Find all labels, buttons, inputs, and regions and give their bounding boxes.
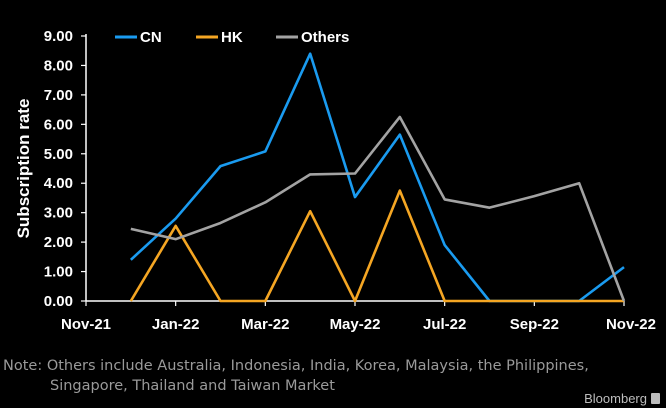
y-tick-label: 4.00	[44, 175, 73, 192]
series-line-hk	[129, 189, 624, 303]
y-tick-label: 0.00	[44, 293, 73, 310]
footnote-line-2: Singapore, Thailand and Taiwan Market	[50, 378, 335, 394]
y-tick-label: 5.00	[44, 146, 73, 163]
series-line-others	[130, 115, 626, 302]
y-tick-label: 7.00	[44, 87, 73, 104]
legend: CN HK Others	[115, 29, 349, 46]
x-tick-label: May-22	[330, 316, 381, 333]
brand-name: Bloomberg	[584, 391, 647, 406]
x-tick-label: Jan-22	[152, 316, 200, 333]
legend-label-hk: HK	[221, 29, 243, 46]
legend-label-others: Others	[301, 29, 349, 46]
x-axis-ticks: Nov-21 Jan-22 Mar-22 May-22 Jul-22 Sep-22 Nov-…	[61, 301, 656, 333]
x-tick-label: Jul-22	[423, 316, 466, 333]
y-axis-title: Subscription rate	[14, 99, 33, 239]
x-tick-label: Nov-21	[61, 316, 111, 333]
y-axis-label: Subscription rate	[14, 99, 33, 239]
y-tick-label: 9.00	[44, 28, 73, 45]
series-line-cn	[129, 52, 625, 303]
footnote: Note: Others include Australia, Indonesi…	[3, 356, 643, 396]
y-tick-label: 6.00	[44, 116, 73, 133]
x-tick-label: Mar-22	[241, 316, 289, 333]
series-lines	[129, 52, 626, 303]
legend-label-cn: CN	[140, 29, 162, 46]
footnote-line-1: Note: Others include Australia, Indonesi…	[3, 358, 589, 374]
brand-icon	[651, 393, 660, 404]
line-chart: Subscription rate 0.00 1.00 2.00 3.00 4.00 5.…	[14, 28, 656, 333]
x-tick-label: Sep-22	[510, 316, 559, 333]
axes	[85, 34, 624, 302]
y-axis-ticks: 0.00 1.00 2.00 3.00 4.00 5.00 6.00 7.00 8.00 9.00	[44, 28, 86, 310]
x-tick-label: Nov-22	[606, 316, 656, 333]
y-tick-label: 3.00	[44, 205, 73, 222]
y-tick-label: 1.00	[44, 264, 73, 281]
y-tick-label: 8.00	[44, 57, 73, 74]
brand-logo: Bloomberg	[584, 391, 660, 406]
y-tick-label: 2.00	[44, 234, 73, 251]
